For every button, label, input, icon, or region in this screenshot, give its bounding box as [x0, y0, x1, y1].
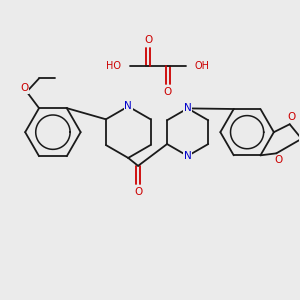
Text: O: O	[288, 112, 296, 122]
Text: N: N	[124, 101, 132, 111]
Text: O: O	[144, 35, 152, 45]
Text: O: O	[274, 155, 282, 165]
Text: HO: HO	[106, 61, 121, 71]
Text: O: O	[134, 187, 142, 196]
Text: OH: OH	[195, 61, 210, 71]
Text: O: O	[164, 86, 172, 97]
Text: O: O	[20, 83, 28, 93]
Text: N: N	[184, 151, 191, 161]
Text: N: N	[184, 103, 191, 113]
